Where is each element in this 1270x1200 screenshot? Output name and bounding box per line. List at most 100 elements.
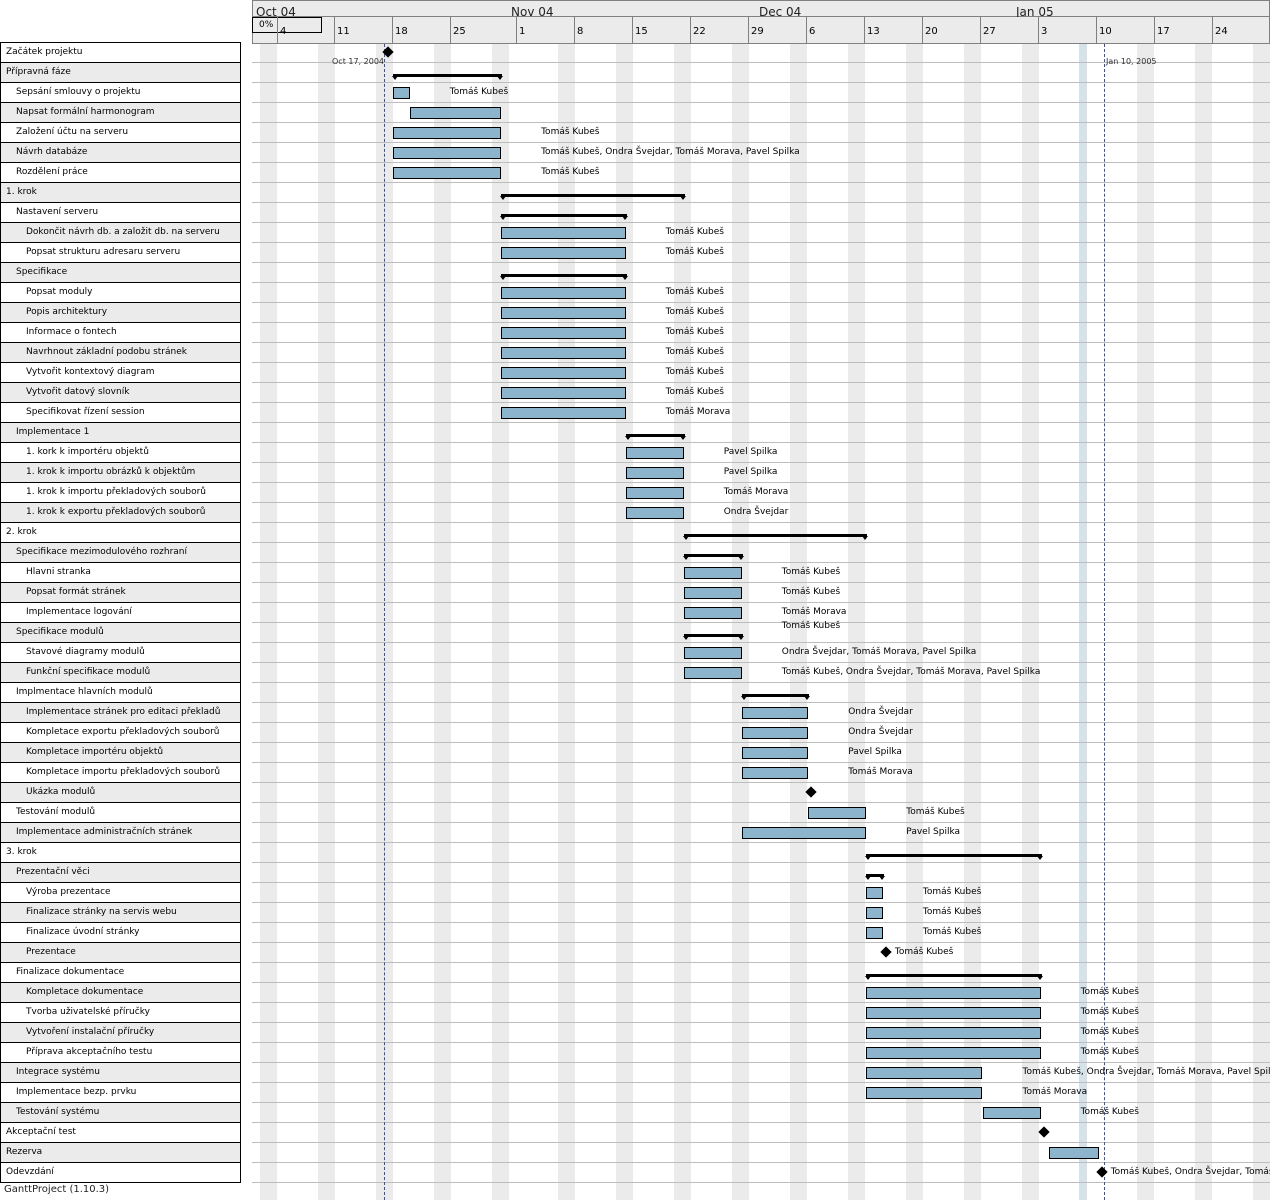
task-row[interactable]: Dokončit návrh db. a založit db. na serv… bbox=[0, 222, 241, 242]
task-bar[interactable] bbox=[409, 107, 502, 119]
task-row[interactable]: Informace o fontech bbox=[0, 322, 241, 342]
task-row[interactable]: Kompletace importéru objektů bbox=[0, 742, 241, 762]
task-row[interactable]: Specifikace mezimodulového rozhraní bbox=[0, 542, 241, 562]
task-row[interactable]: Finalizace stránky na servis webu bbox=[0, 902, 241, 922]
summary-bar[interactable] bbox=[682, 554, 744, 560]
task-bar[interactable] bbox=[393, 167, 502, 179]
task-row[interactable]: Nastavení serveru bbox=[0, 202, 241, 222]
task-bar[interactable] bbox=[683, 567, 742, 579]
task-bar[interactable] bbox=[866, 987, 1041, 999]
task-row[interactable]: Implementace bezp. prvku bbox=[0, 1082, 241, 1102]
summary-bar[interactable] bbox=[682, 634, 744, 640]
task-bar[interactable] bbox=[741, 747, 809, 759]
task-row[interactable]: Popsat formát stránek bbox=[0, 582, 241, 602]
task-bar[interactable] bbox=[866, 1027, 1041, 1039]
task-row[interactable]: Prezentace bbox=[0, 942, 241, 962]
task-row[interactable]: Tvorba uživatelské příručky bbox=[0, 1002, 241, 1022]
task-bar[interactable] bbox=[741, 827, 867, 839]
task-row[interactable]: Napsat formální harmonogram bbox=[0, 102, 241, 122]
task-row[interactable]: Specifikace modulů bbox=[0, 622, 241, 642]
milestone-diamond[interactable] bbox=[1096, 1166, 1108, 1178]
task-bar[interactable] bbox=[501, 347, 626, 359]
task-bar[interactable] bbox=[393, 87, 410, 99]
task-row[interactable]: Výroba prezentace bbox=[0, 882, 241, 902]
summary-bar[interactable] bbox=[500, 214, 628, 220]
task-bar[interactable] bbox=[683, 647, 742, 659]
task-row[interactable]: Kompletace dokumentace bbox=[0, 982, 241, 1002]
task-bar[interactable] bbox=[683, 587, 742, 599]
task-row[interactable]: Ukázka modulů bbox=[0, 782, 241, 802]
task-bar[interactable] bbox=[741, 727, 809, 739]
task-row[interactable]: Akceptační test bbox=[0, 1122, 241, 1142]
task-bar[interactable] bbox=[866, 887, 883, 899]
task-bar[interactable] bbox=[866, 1007, 1041, 1019]
task-bar[interactable] bbox=[808, 807, 867, 819]
task-row[interactable]: Implementace 1 bbox=[0, 422, 241, 442]
task-bar[interactable] bbox=[866, 1087, 983, 1099]
summary-bar[interactable] bbox=[392, 74, 503, 80]
task-row[interactable]: Prezentační věci bbox=[0, 862, 241, 882]
task-row[interactable]: Sepsání smlouvy o projektu bbox=[0, 82, 241, 102]
task-row[interactable]: Rozdělení práce bbox=[0, 162, 241, 182]
task-row[interactable]: Návrh databáze bbox=[0, 142, 241, 162]
task-row[interactable]: Kompletace exportu překladových souborů bbox=[0, 722, 241, 742]
task-row[interactable]: Implementace logování bbox=[0, 602, 241, 622]
task-bar[interactable] bbox=[866, 1047, 1041, 1059]
task-bar[interactable] bbox=[501, 367, 626, 379]
task-bar[interactable] bbox=[501, 247, 626, 259]
summary-bar[interactable] bbox=[500, 194, 686, 200]
task-bar[interactable] bbox=[866, 1067, 983, 1079]
summary-bar[interactable] bbox=[865, 854, 1043, 860]
summary-bar[interactable] bbox=[682, 534, 868, 540]
task-row[interactable]: Začátek projektu bbox=[0, 42, 241, 62]
task-row[interactable]: Založení účtu na serveru bbox=[0, 122, 241, 142]
task-row[interactable]: Kompletace importu překladových souborů bbox=[0, 762, 241, 782]
task-row[interactable]: 1. krok k importu překladových souborů bbox=[0, 482, 241, 502]
task-row[interactable]: Příprava akceptačního testu bbox=[0, 1042, 241, 1062]
task-row[interactable]: Implmentace hlavních modulů bbox=[0, 682, 241, 702]
summary-bar[interactable] bbox=[740, 694, 811, 700]
task-row[interactable]: Vytvořit kontextový diagram bbox=[0, 362, 241, 382]
task-row[interactable]: 3. krok bbox=[0, 842, 241, 862]
task-bar[interactable] bbox=[625, 487, 684, 499]
task-row[interactable]: Specifikace bbox=[0, 262, 241, 282]
task-bar[interactable] bbox=[982, 1107, 1041, 1119]
task-row[interactable]: Finalizace úvodní stránky bbox=[0, 922, 241, 942]
task-bar[interactable] bbox=[501, 407, 626, 419]
task-row[interactable]: Specifikovat řízení session bbox=[0, 402, 241, 422]
task-bar[interactable] bbox=[501, 387, 626, 399]
task-row[interactable]: Testování modulů bbox=[0, 802, 241, 822]
task-row[interactable]: 2. krok bbox=[0, 522, 241, 542]
task-row[interactable]: Popsat moduly bbox=[0, 282, 241, 302]
task-bar[interactable] bbox=[683, 667, 742, 679]
task-bar[interactable] bbox=[393, 127, 502, 139]
task-bar[interactable] bbox=[866, 927, 883, 939]
milestone-diamond[interactable] bbox=[805, 786, 817, 798]
task-row[interactable]: 1. krok k exportu překladových souborů bbox=[0, 502, 241, 522]
task-row[interactable]: Implementace administračních stránek bbox=[0, 822, 241, 842]
summary-bar[interactable] bbox=[500, 274, 628, 280]
task-bar[interactable] bbox=[501, 287, 626, 299]
summary-bar[interactable] bbox=[865, 874, 885, 880]
task-bar[interactable] bbox=[683, 607, 742, 619]
task-bar[interactable] bbox=[625, 447, 684, 459]
task-row[interactable]: Popsat strukturu adresaru serveru bbox=[0, 242, 241, 262]
task-row[interactable]: Navrhnout základní podobu stránek bbox=[0, 342, 241, 362]
task-row[interactable]: 1. krok bbox=[0, 182, 241, 202]
task-bar[interactable] bbox=[625, 507, 684, 519]
task-row[interactable]: Odevzdání bbox=[0, 1162, 241, 1183]
task-row[interactable]: Stavové diagramy modulů bbox=[0, 642, 241, 662]
task-row[interactable]: Integrace systému bbox=[0, 1062, 241, 1082]
task-bar[interactable] bbox=[1048, 1147, 1099, 1159]
task-row[interactable]: Hlavni stranka bbox=[0, 562, 241, 582]
task-bar[interactable] bbox=[625, 467, 684, 479]
milestone-diamond[interactable] bbox=[1037, 1126, 1050, 1138]
summary-bar[interactable] bbox=[624, 434, 686, 440]
milestone-diamond[interactable] bbox=[880, 946, 892, 958]
task-row[interactable]: Přípravná fáze bbox=[0, 62, 241, 82]
task-row[interactable]: Funkční specifikace modulů bbox=[0, 662, 241, 682]
task-bar[interactable] bbox=[393, 147, 502, 159]
task-row[interactable]: 1. krok k importu obrázků k objektům bbox=[0, 462, 241, 482]
task-bar[interactable] bbox=[501, 307, 626, 319]
task-bar[interactable] bbox=[866, 907, 883, 919]
